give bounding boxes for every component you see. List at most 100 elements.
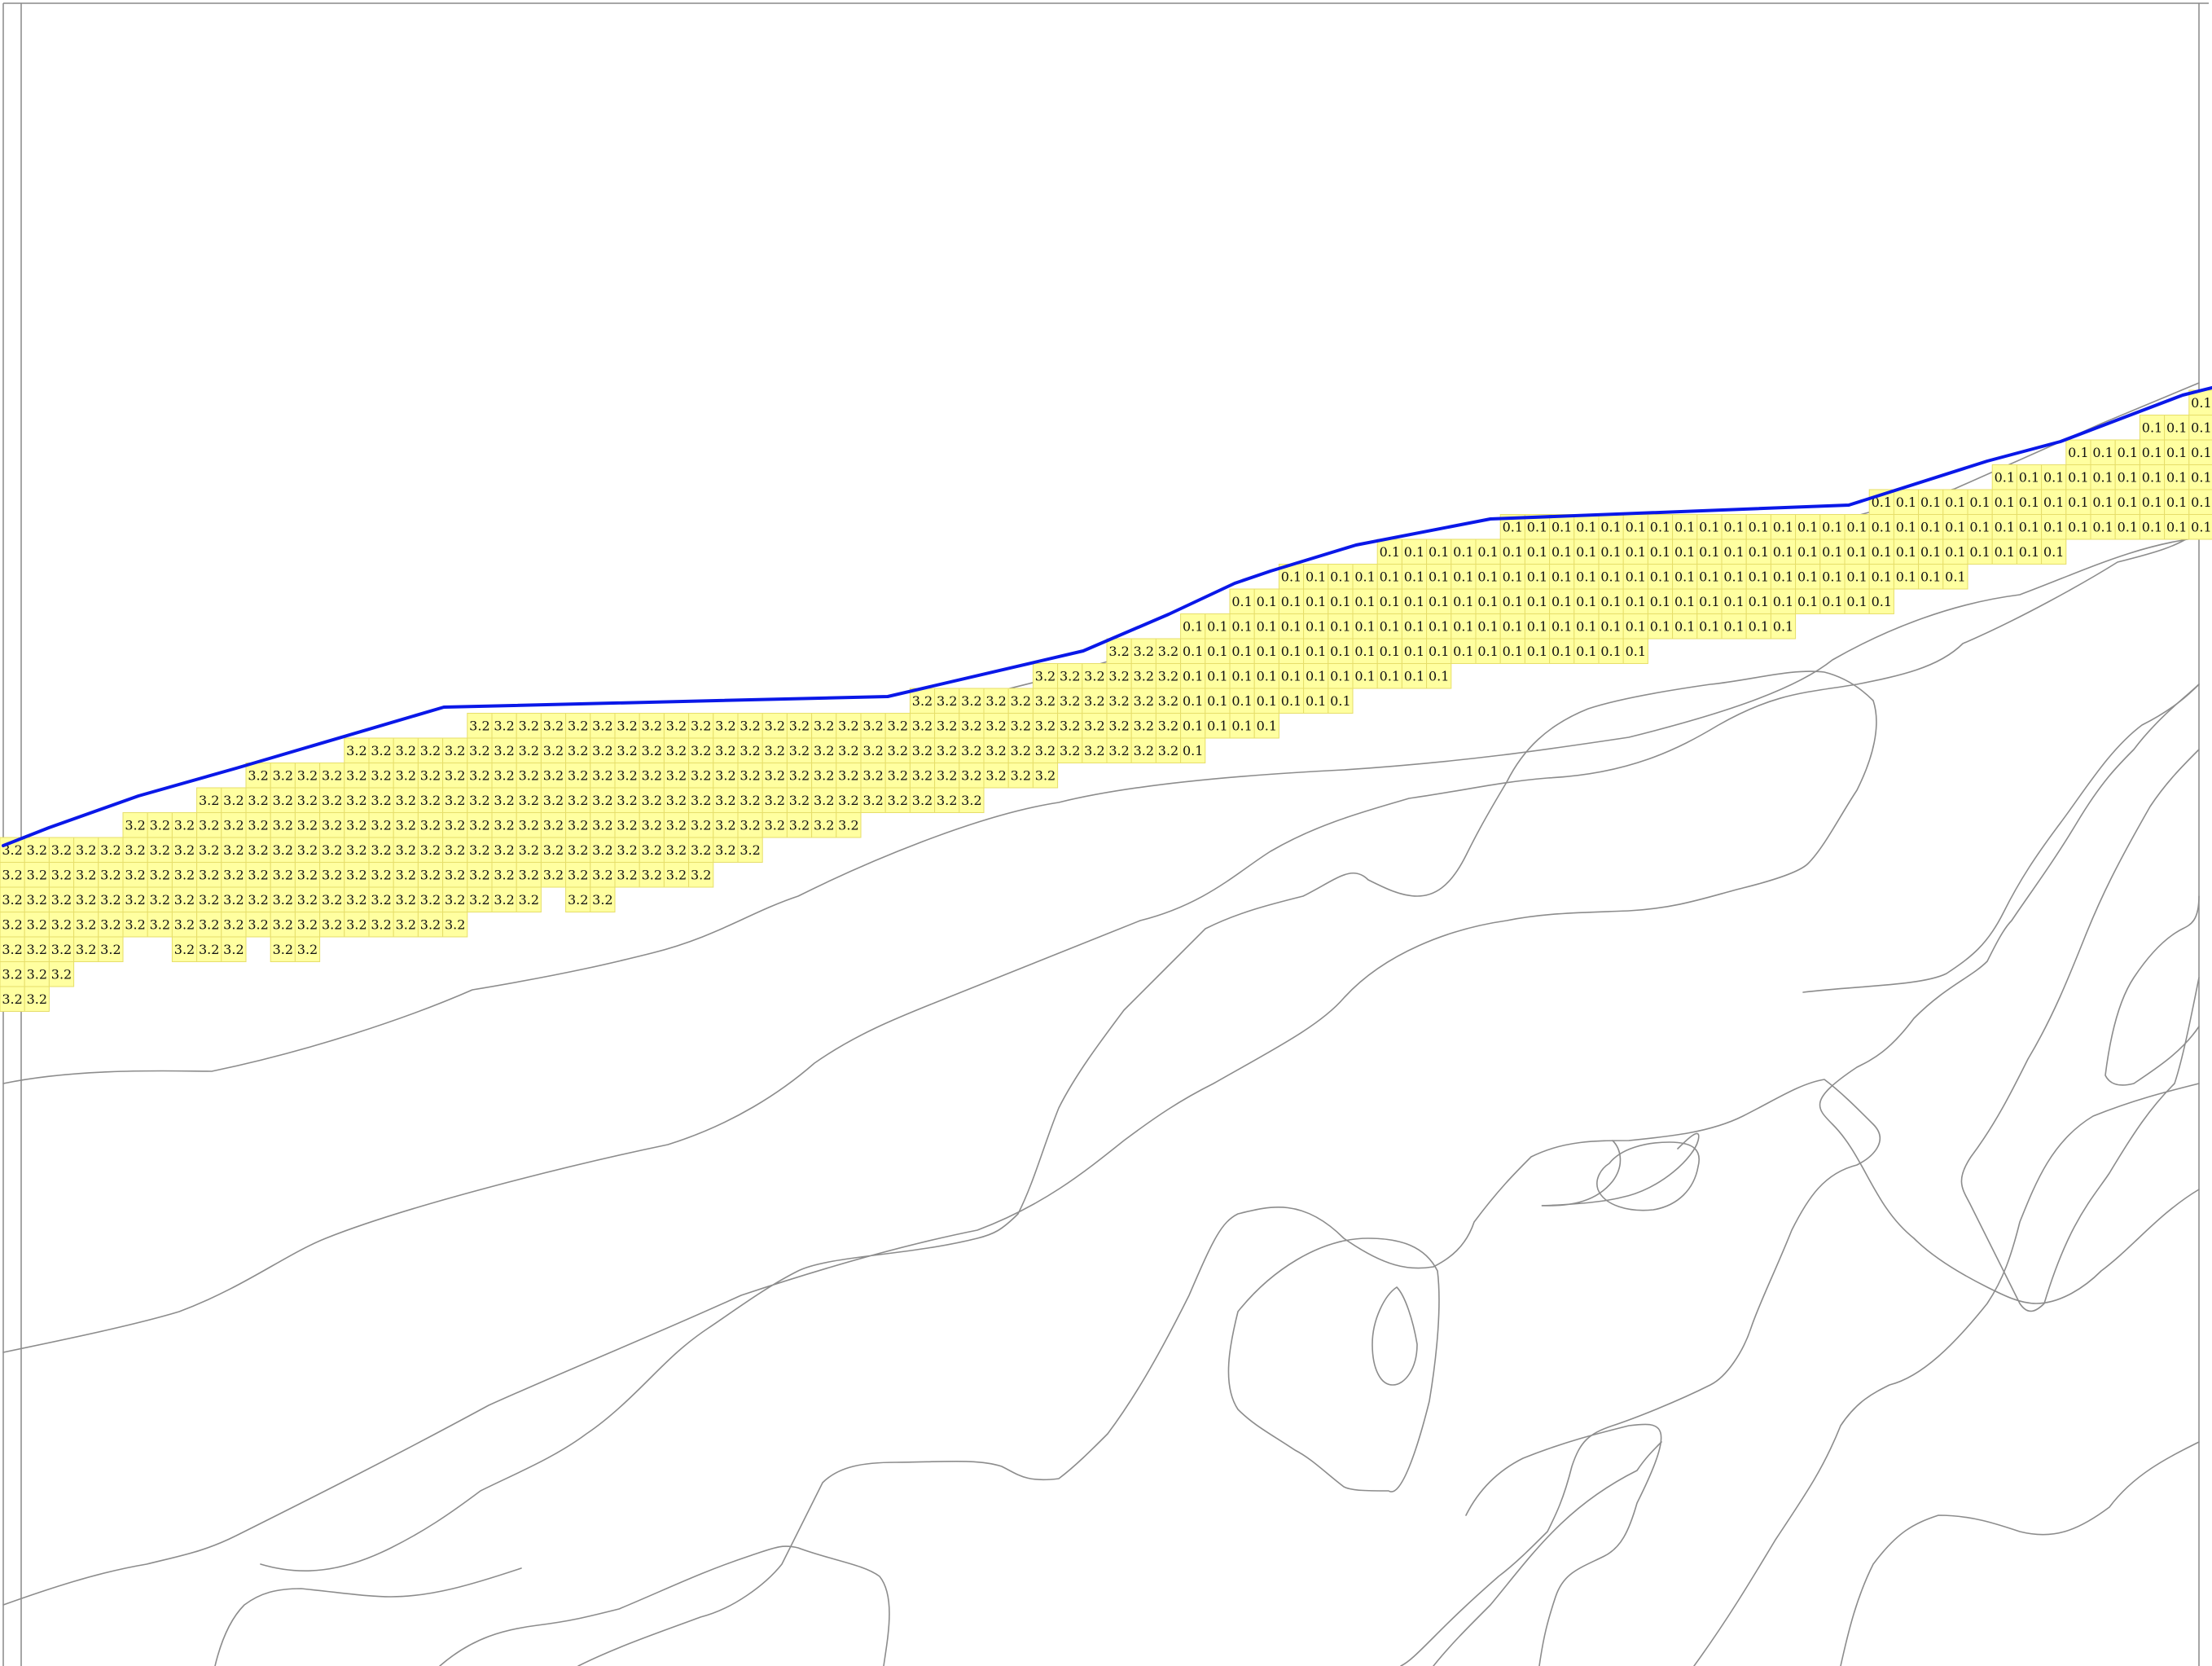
grid-cell-label: 3.2 [519,743,539,758]
grid-cell-label: 0.1 [1920,519,1941,534]
grid-cell-3-2: 3.2 [270,862,296,888]
grid-cell-0-1: 0.1 [1328,663,1354,689]
grid-cell-label: 3.2 [27,991,47,1007]
grid-cell-3-2: 3.2 [1155,713,1182,739]
grid-cell-label: 3.2 [961,693,981,709]
grid-cell-label: 3.2 [420,767,441,783]
grid-cell-label: 0.1 [1773,544,1793,560]
grid-cell-0-1: 0.1 [1549,638,1575,664]
grid-cell-label: 3.2 [814,817,834,833]
grid-cell-3-2: 3.2 [565,812,591,838]
grid-cell-label: 3.2 [814,743,834,758]
grid-cell-label: 3.2 [1011,718,1031,733]
grid-cell-label: 3.2 [125,817,145,833]
grid-cell-0-1: 0.1 [2065,514,2091,540]
grid-cell-3-2: 3.2 [491,737,517,763]
grid-cell-label: 3.2 [642,842,662,858]
grid-cell-0-1: 0.1 [1303,613,1329,640]
grid-cell-0-1: 0.1 [1598,538,1624,565]
grid-cell-label: 0.1 [1477,644,1498,659]
grid-cell-label: 0.1 [1477,544,1498,560]
grid-cell-label: 3.2 [322,793,342,808]
grid-cell-0-1: 0.1 [1795,564,1821,590]
grid-cell-0-1: 0.1 [1352,564,1378,590]
grid-cell-label: 3.2 [568,718,588,733]
grid-cell-3-2: 3.2 [48,886,75,912]
grid-cell-label: 0.1 [2142,495,2162,510]
grid-cell-label: 3.2 [174,892,195,908]
grid-cell-0-1: 0.1 [1721,613,1747,640]
grid-cell-0-1: 0.1 [1696,538,1723,565]
grid-cell-label: 0.1 [2118,445,2138,460]
grid-cell-label: 0.1 [1183,693,1203,709]
grid-cell-label: 3.2 [248,842,268,858]
grid-cell-0-1: 0.1 [2016,464,2043,490]
grid-cell-label: 3.2 [469,793,489,808]
grid-cell-0-1: 0.1 [1745,613,1771,640]
grid-cell-0-1: 0.1 [1672,588,1698,614]
grid-cell-3-2: 3.2 [639,737,665,763]
grid-cell-0-1: 0.1 [1451,564,1477,590]
grid-cell-3-2: 3.2 [196,886,222,912]
grid-cell-label: 0.1 [1404,668,1424,684]
grid-cell-0-1: 0.1 [1328,688,1354,714]
grid-cell-label: 3.2 [568,892,588,908]
grid-cell-label: 3.2 [273,942,293,957]
grid-cell-0-1: 0.1 [1180,663,1206,689]
grid-cell-3-2: 3.2 [98,936,124,962]
grid-cell-3-2: 3.2 [540,787,567,813]
grid-cell-label: 0.1 [1527,644,1547,659]
boundary-line [2,386,2212,847]
grid-cell-3-2: 3.2 [442,886,468,912]
grid-cell-label: 3.2 [150,917,170,932]
grid-cell-label: 3.2 [494,892,514,908]
grid-cell-label: 3.2 [445,842,465,858]
grid-cell-label: 3.2 [199,917,219,932]
grid-cell-3-2: 3.2 [467,763,493,789]
grid-cell-0-1: 0.1 [1549,564,1575,590]
grid-cell-3-2: 3.2 [540,763,567,789]
grid-cell-label: 3.2 [297,793,318,808]
grid-cell-3-2: 3.2 [467,886,493,912]
grid-cell-label: 3.2 [765,817,785,833]
grid-cell-label: 3.2 [420,842,441,858]
grid-cell-0-1: 0.1 [1451,538,1477,565]
grid-cell-label: 3.2 [1134,693,1154,709]
grid-cell-3-2: 3.2 [491,812,517,838]
grid-cell-3-2: 3.2 [934,688,960,714]
grid-cell-label: 3.2 [937,693,957,709]
grid-cell-label: 0.1 [1354,594,1375,609]
grid-cell-3-2: 3.2 [393,912,419,938]
grid-cell-3-2: 3.2 [368,886,394,912]
grid-cell-label: 3.2 [1060,693,1080,709]
grid-cell-label: 3.2 [838,718,858,733]
grid-cell-0-1: 0.1 [1942,538,1968,565]
grid-cell-0-1: 0.1 [2065,489,2091,515]
grid-cell-label: 3.2 [27,942,47,957]
grid-cell-0-1: 0.1 [1524,613,1551,640]
grid-cell-label: 0.1 [1231,718,1252,733]
grid-cell-label: 0.1 [1699,544,1719,560]
grid-cell-0-1: 0.1 [1647,514,1674,540]
grid-cell-3-2: 3.2 [0,936,25,962]
grid-cell-label: 0.1 [2191,495,2211,510]
grid-cell-0-1: 0.1 [1451,613,1477,640]
grid-cell-label: 0.1 [1429,618,1449,634]
grid-cell-label: 3.2 [51,867,72,882]
grid-cell-label: 0.1 [1995,495,2015,510]
grid-cell-label: 3.2 [248,817,268,833]
grid-cell-3-2: 3.2 [934,787,960,813]
grid-cell-3-2: 3.2 [590,862,616,888]
grid-cell-0-1: 0.1 [1451,638,1477,664]
grid-cell-0-1: 0.1 [1598,514,1624,540]
grid-cell-label: 0.1 [1626,644,1646,659]
grid-cell-0-1: 0.1 [1844,538,1870,565]
grid-cell-0-1: 0.1 [1721,538,1747,565]
grid-cell-label: 3.2 [1084,743,1104,758]
grid-cell-3-2: 3.2 [959,763,985,789]
grid-cell-3-2: 3.2 [614,763,640,789]
grid-cell-label: 0.1 [1231,668,1252,684]
grid-cell-0-1: 0.1 [2065,439,2091,465]
grid-cell-0-1: 0.1 [2188,439,2212,465]
grid-cell-label: 0.1 [1822,594,1842,609]
